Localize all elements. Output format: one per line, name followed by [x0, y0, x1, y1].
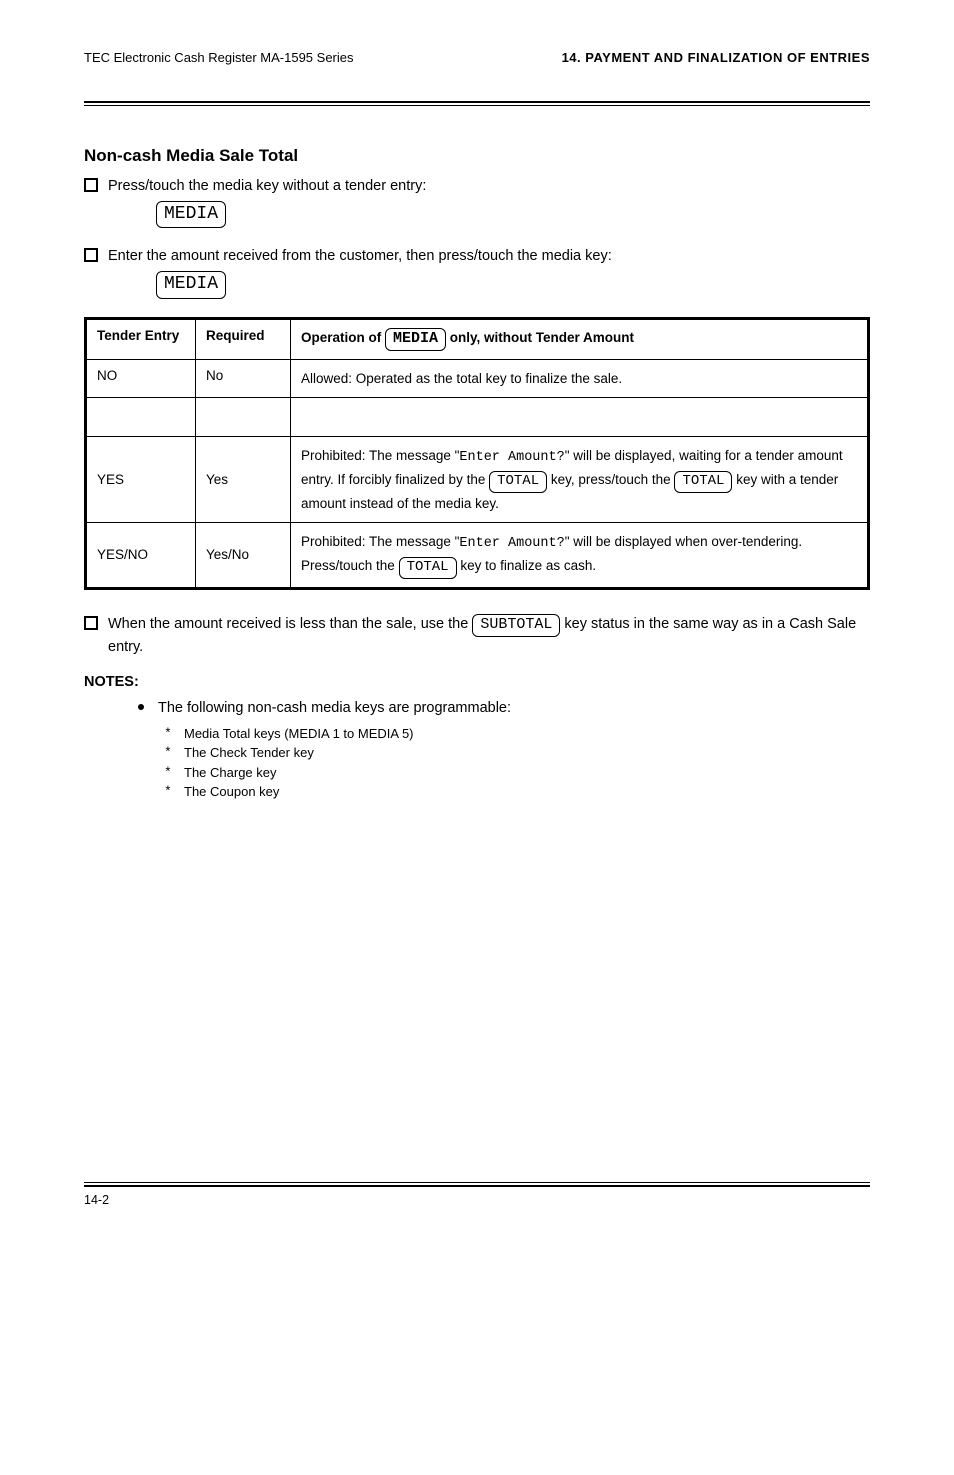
- note-subtext: The Charge key: [184, 763, 277, 783]
- op-pre: Prohibited: The message ": [301, 534, 459, 549]
- media-key-inline: MEDIA: [385, 328, 446, 351]
- media-key: MEDIA: [156, 271, 226, 298]
- note-subitem: *The Charge key: [164, 763, 870, 783]
- header-rule-thin: [84, 105, 870, 106]
- note-subtext: Media Total keys (MEDIA 1 to MEDIA 5): [184, 724, 414, 744]
- asterisk-icon: *: [164, 724, 184, 744]
- checkbox-icon: [84, 178, 98, 192]
- notes-block: NOTES: The following non-cash media keys…: [84, 674, 870, 802]
- note-subitem: *The Check Tender key: [164, 743, 870, 763]
- bullet-text: Press/touch the media key without a tend…: [108, 176, 870, 228]
- note-subitem: *The Coupon key: [164, 782, 870, 802]
- note-subitem: *Media Total keys (MEDIA 1 to MEDIA 5): [164, 724, 870, 744]
- notes-heading: NOTES:: [84, 674, 870, 690]
- h3-post: only, without Tender Amount: [450, 330, 634, 345]
- note-subtext: The Check Tender key: [184, 743, 314, 763]
- asterisk-icon: *: [164, 743, 184, 763]
- op-mono: Enter Amount?: [459, 536, 564, 551]
- bullet-text: When the amount received is less than th…: [108, 614, 870, 658]
- cell-operation: [291, 398, 869, 437]
- bullet-text: Enter the amount received from the custo…: [108, 246, 870, 298]
- bullet-item: Press/touch the media key without a tend…: [84, 176, 870, 228]
- media-key: MEDIA: [156, 201, 226, 228]
- cell-required: Yes: [196, 437, 291, 523]
- col-header-operation: Operation of MEDIA only, without Tender …: [291, 318, 869, 359]
- cell-operation: Prohibited: The message "Enter Amount?" …: [291, 523, 869, 588]
- footer-rule-thin: [84, 1182, 870, 1183]
- bullet-item: Enter the amount received from the custo…: [84, 246, 870, 298]
- col-header-required: Required: [196, 318, 291, 359]
- cell-operation: Prohibited: The message "Enter Amount?" …: [291, 437, 869, 523]
- doc-header-left: TEC Electronic Cash Register MA-1595 Ser…: [84, 50, 354, 65]
- h3-pre: Operation of: [301, 330, 385, 345]
- asterisk-icon: *: [164, 782, 184, 802]
- op-mono: Enter Amount?: [459, 450, 564, 465]
- checkbox-icon: [84, 616, 98, 630]
- table-row: [86, 398, 869, 437]
- header-rule-thick: [84, 101, 870, 103]
- cell-required: [196, 398, 291, 437]
- op-mid2: key, press/touch the: [547, 472, 674, 487]
- op-mid2: key to finalize as cash.: [457, 558, 597, 573]
- page-footer: 14-2: [84, 1182, 870, 1207]
- footer-page-number: 14-2: [84, 1193, 109, 1207]
- op-pre: Prohibited: The message ": [301, 448, 459, 463]
- cell-required: No: [196, 359, 291, 398]
- table-row: YES/NO Yes/No Prohibited: The message "E…: [86, 523, 869, 588]
- note-lead-text: The following non-cash media keys are pr…: [158, 698, 511, 720]
- col-header-tender: Tender Entry: [86, 318, 196, 359]
- footer-rule-thick: [84, 1185, 870, 1187]
- media-behavior-table: Tender Entry Required Operation of MEDIA…: [84, 317, 870, 590]
- asterisk-icon: *: [164, 763, 184, 783]
- subtotal-key: SUBTOTAL: [472, 614, 560, 637]
- cell-operation: Allowed: Operated as the total key to fi…: [291, 359, 869, 398]
- total-key: TOTAL: [399, 557, 457, 579]
- section-title: Non-cash Media Sale Total: [84, 146, 870, 166]
- cell-required: Yes/No: [196, 523, 291, 588]
- total-key: TOTAL: [674, 471, 732, 493]
- checkbox-icon: [84, 248, 98, 262]
- bullet-pre: Enter the amount received from the custo…: [108, 248, 612, 264]
- bullet-dot-icon: [138, 704, 144, 710]
- table-row: NO No Allowed: Operated as the total key…: [86, 359, 869, 398]
- total-key: TOTAL: [489, 471, 547, 493]
- note-lead-item: The following non-cash media keys are pr…: [138, 698, 870, 720]
- table-row: YES Yes Prohibited: The message "Enter A…: [86, 437, 869, 523]
- cell-tender: [86, 398, 196, 437]
- cell-tender: YES: [86, 437, 196, 523]
- bullet-pre: Press/touch the media key without a tend…: [108, 178, 426, 194]
- doc-header-right: 14. Payment and Finalization of Entries: [562, 50, 870, 65]
- cell-tender: YES/NO: [86, 523, 196, 588]
- note-sublist: *Media Total keys (MEDIA 1 to MEDIA 5) *…: [164, 724, 870, 802]
- note-subtext: The Coupon key: [184, 782, 279, 802]
- subtotal-pre: When the amount received is less than th…: [108, 616, 472, 632]
- cell-tender: NO: [86, 359, 196, 398]
- bullet-item: When the amount received is less than th…: [84, 614, 870, 658]
